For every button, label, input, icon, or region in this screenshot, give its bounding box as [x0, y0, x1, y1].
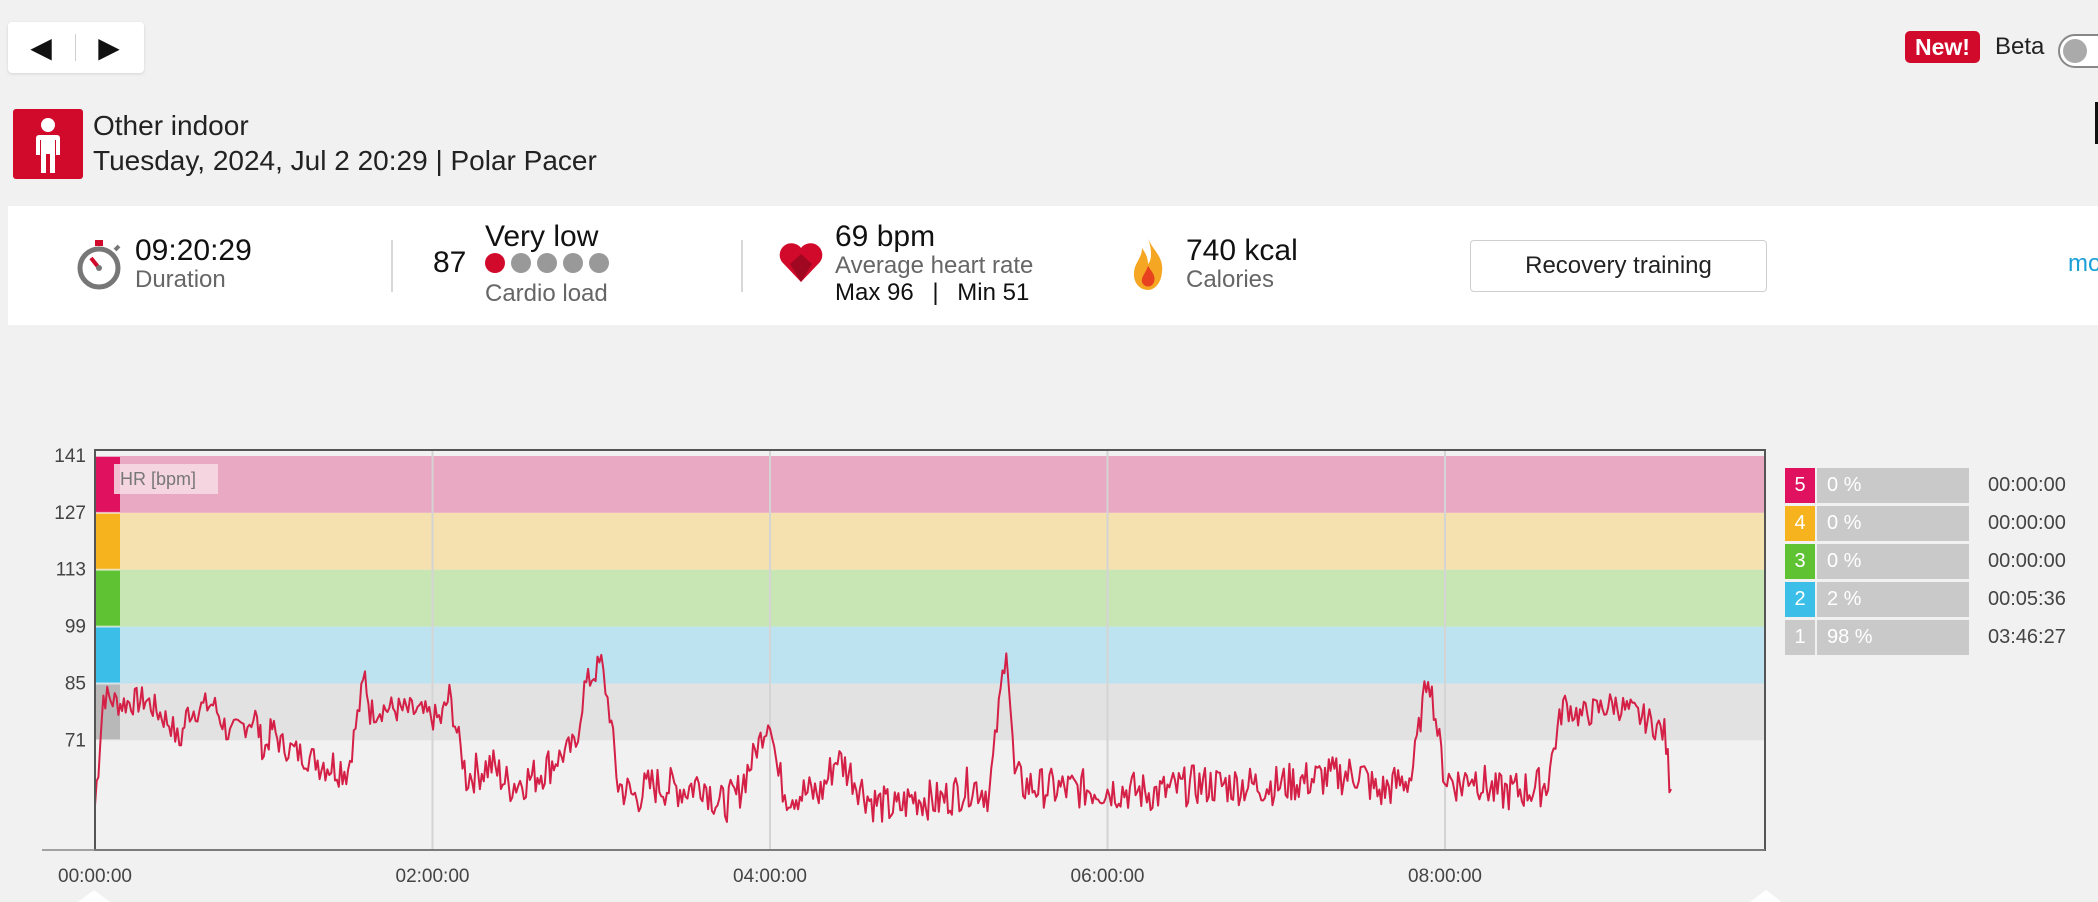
range-handle-left[interactable]: [78, 890, 110, 902]
y-axis-label: HR [bpm]: [120, 469, 196, 489]
cardio-dot: [537, 253, 557, 273]
zone-1-band: [95, 683, 1765, 741]
zone-number: 1: [1785, 620, 1815, 655]
y-tick-label: 71: [65, 730, 86, 751]
new-badge: New!: [1905, 31, 1980, 63]
y-tick-label: 127: [54, 503, 86, 524]
hr-separator: |: [932, 279, 939, 306]
zone-4-marker: [95, 513, 120, 569]
y-tick-label: 99: [65, 617, 86, 638]
y-tick-label: 141: [54, 446, 86, 467]
zone-time: 00:00:00: [1988, 550, 2066, 572]
y-tick-label: 113: [56, 560, 86, 581]
calories-value: 740 kcal: [1186, 234, 1298, 267]
hr-max-min: Max 96 | Min 51: [835, 279, 1029, 307]
duration-value: 09:20:29: [135, 234, 252, 267]
zone-percent: 0 %: [1817, 544, 1969, 579]
avg-hr-value: 69 bpm: [835, 220, 936, 253]
x-tick-label: 06:00:00: [1071, 866, 1145, 887]
zone-percent: 0 %: [1817, 468, 1969, 503]
x-tick-label: 04:00:00: [733, 866, 807, 887]
heart-rate-chart[interactable]: HR [bpm] 00:00:00 02:00:00 04:00:00 06:00:0…: [0, 440, 1780, 902]
more-link[interactable]: mo: [2068, 250, 2098, 277]
calories-label: Calories: [1186, 266, 1275, 293]
cardio-load-value: 87: [433, 246, 467, 279]
person-icon: [13, 109, 83, 179]
zone-2-marker: [95, 627, 120, 683]
sport-name: Other indoor: [93, 110, 249, 141]
edge-marker: [2095, 102, 2098, 144]
zone-number: 5: [1785, 468, 1815, 503]
previous-button[interactable]: ◀: [30, 32, 52, 63]
zone-time: 00:05:36: [1988, 588, 2066, 610]
day-navigation: ◀ ▶: [8, 22, 144, 73]
x-tick-label: 00:00:00: [58, 866, 132, 887]
y-axis-label-bg: [114, 464, 218, 494]
avg-hr-label: Average heart rate: [835, 252, 1034, 279]
zone-time: 03:46:27: [1988, 626, 2066, 648]
cardio-dot: [511, 253, 531, 273]
next-button[interactable]: ▶: [98, 32, 120, 63]
cardio-load-level: Very low: [485, 220, 599, 253]
x-tick-label: 02:00:00: [396, 866, 470, 887]
divider: [741, 240, 743, 292]
heart-rate-line: [94, 652, 1672, 823]
x-tick-label: 08:00:00: [1408, 866, 1482, 887]
hr-max: Max 96: [835, 279, 914, 306]
zone-number: 4: [1785, 506, 1815, 541]
zone-number: 2: [1785, 582, 1815, 617]
beta-label: Beta: [1995, 33, 2045, 60]
divider: [391, 240, 393, 292]
stopwatch-icon: [77, 238, 123, 292]
zone-2-band: [95, 626, 1765, 684]
y-tick-label: 85: [65, 673, 86, 694]
toggle-knob: [2063, 39, 2087, 63]
zone-number: 3: [1785, 544, 1815, 579]
zone-5-band: [95, 456, 1765, 513]
heart-icon: [778, 240, 824, 284]
zone-percent: 98 %: [1817, 620, 1969, 655]
zone-percent: 2 %: [1817, 582, 1969, 617]
duration-label: Duration: [135, 266, 226, 293]
range-handle-right[interactable]: [1750, 890, 1780, 902]
hr-min: Min 51: [957, 279, 1030, 306]
session-datetime-device: Tuesday, 2024, Jul 2 20:29 | Polar Pacer: [93, 145, 597, 176]
flame-icon: [1130, 236, 1166, 292]
zone-percent: 0 %: [1817, 506, 1969, 541]
zone-4-band: [95, 512, 1765, 570]
cardio-dot: [589, 253, 609, 273]
zone-3-marker: [95, 570, 120, 626]
beta-toggle[interactable]: [2058, 34, 2098, 68]
cardio-dot-filled: [485, 253, 505, 273]
cardio-load-label: Cardio load: [485, 280, 608, 307]
nav-divider: [75, 34, 76, 61]
training-benefit-button[interactable]: Recovery training: [1470, 240, 1767, 292]
summary-bar: 09:20:29 Duration 87 Very low Cardio loa…: [8, 206, 2098, 325]
cardio-dot: [563, 253, 583, 273]
zone-time: 00:00:00: [1988, 474, 2066, 496]
zone-time: 00:00:00: [1988, 512, 2066, 534]
zone-3-band: [95, 569, 1765, 627]
